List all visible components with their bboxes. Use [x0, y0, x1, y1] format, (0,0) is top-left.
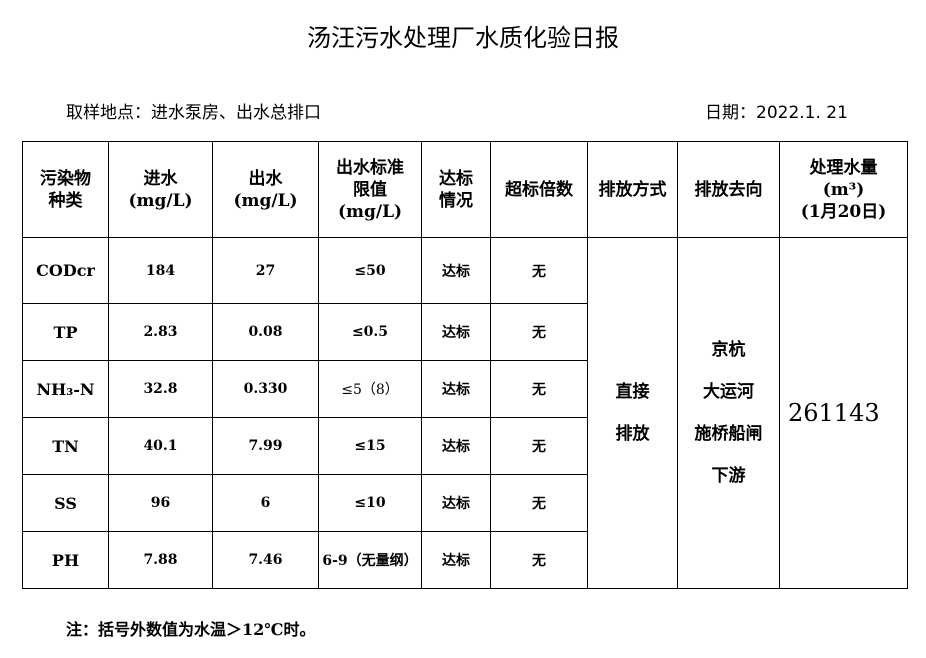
- table-row: SS 96 6 ≤10 达标无: [22, 474, 908, 532]
- cell-in: 2.83: [108, 303, 213, 361]
- cell-name: PH: [22, 531, 109, 589]
- cell-status: 达标: [421, 531, 491, 589]
- discharge-method: 直接 排放: [587, 237, 678, 589]
- cell-exceed: 无: [490, 417, 588, 475]
- column-header: 污染物 种类: [22, 141, 109, 238]
- column-header: 排放去向: [677, 141, 780, 238]
- cell-exceed: 无: [490, 474, 588, 532]
- cell-name: SS: [22, 474, 109, 532]
- water-quality-table: 污染物 种类 进水 (mg/L) 出水 (mg/L) 出水标准 限值 (mg/L) 达标…: [22, 141, 908, 589]
- cell-out: 7.99: [212, 417, 319, 475]
- cell-limit: ≤50: [318, 237, 422, 304]
- column-header: 出水标准 限值 (mg/L): [318, 141, 422, 238]
- cell-in: 32.8: [108, 360, 213, 418]
- treated-volume: 261143: [779, 237, 908, 589]
- column-header: 排放方式: [587, 141, 678, 238]
- table-row: PH 7.88 7.46 6-9（无量纲） 达标无: [22, 531, 908, 589]
- cell-in: 184: [108, 237, 213, 304]
- header-row: 污染物 种类 进水 (mg/L) 出水 (mg/L) 出水标准 限值 (mg/L) 达标…: [22, 141, 908, 238]
- cell-exceed: 无: [490, 303, 588, 361]
- cell-name: TN: [22, 417, 109, 475]
- discharge-destination: 京杭 大运河 施桥船闸 下游: [677, 237, 780, 589]
- cell-limit: ≤10: [318, 474, 422, 532]
- footnote: 注：括号外数值为水温＞12℃时。: [66, 620, 316, 639]
- cell-limit: ≤15: [318, 417, 422, 475]
- cell-limit: 6-9（无量纲）: [318, 531, 422, 589]
- table-row: NH₃-N 32.8 0.330 ≤5（8） 达标无: [22, 360, 908, 418]
- sampling-location: 取样地点：进水泵房、出水总排口: [66, 103, 321, 123]
- table-row: TN 40.1 7.99 ≤15 达标无: [22, 417, 908, 475]
- cell-status: 达标: [421, 360, 491, 418]
- cell-name: CODcr: [22, 237, 109, 304]
- column-header: 超标倍数: [490, 141, 588, 238]
- cell-status: 达标: [421, 474, 491, 532]
- cell-out: 7.46: [212, 531, 319, 589]
- cell-name: TP: [22, 303, 109, 361]
- cell-status: 达标: [421, 237, 491, 304]
- report-date: 日期：2022.1. 21: [705, 103, 848, 123]
- cell-out: 0.08: [212, 303, 319, 361]
- cell-limit: ≤5（8）: [318, 360, 422, 418]
- table-row: TP 2.83 0.08 ≤0.5 达标无: [22, 303, 908, 361]
- cell-exceed: 无: [490, 360, 588, 418]
- column-header: 达标 情况: [421, 141, 491, 238]
- column-header: 出水 (mg/L): [212, 141, 319, 238]
- column-header: 处理水量 (m³) (1月20日): [779, 141, 908, 238]
- cell-out: 27: [212, 237, 319, 304]
- cell-in: 40.1: [108, 417, 213, 475]
- table-row: CODcr 184 27 ≤50 达标无直接 排放 京杭 大运河 施桥船闸 下游 26114…: [22, 237, 908, 589]
- cell-out: 6: [212, 474, 319, 532]
- cell-out: 0.330: [212, 360, 319, 418]
- column-header: 进水 (mg/L): [108, 141, 213, 238]
- cell-exceed: 无: [490, 237, 588, 304]
- cell-in: 96: [108, 474, 213, 532]
- cell-name: NH₃-N: [22, 360, 109, 418]
- cell-status: 达标: [421, 417, 491, 475]
- cell-exceed: 无: [490, 531, 588, 589]
- cell-limit: ≤0.5: [318, 303, 422, 361]
- report-title: 汤汪污水处理厂水质化验日报: [307, 24, 619, 52]
- cell-status: 达标: [421, 303, 491, 361]
- cell-in: 7.88: [108, 531, 213, 589]
